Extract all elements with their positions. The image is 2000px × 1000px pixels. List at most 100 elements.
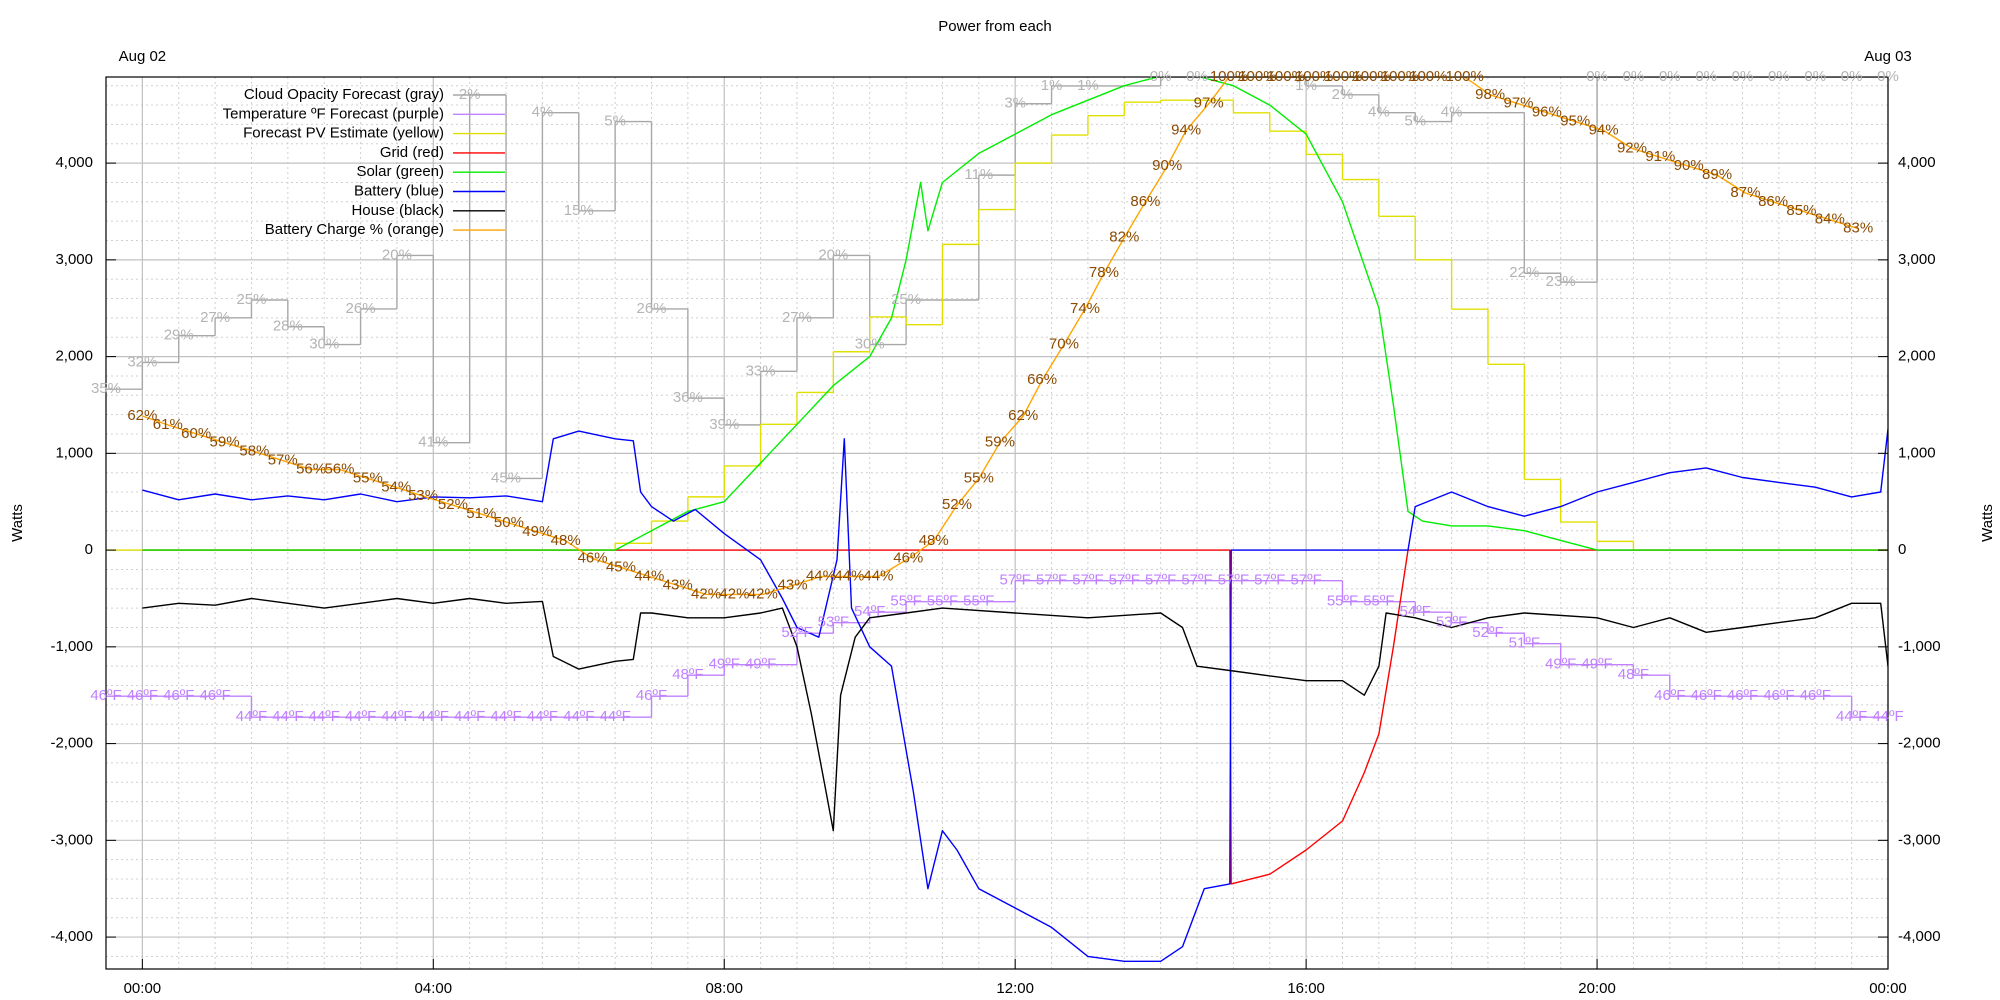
data-label: 52% — [438, 496, 468, 513]
data-label: 44% — [634, 567, 664, 584]
data-label: 4% — [532, 104, 554, 121]
data-label: 55ºF — [1363, 593, 1394, 610]
data-label: 5% — [604, 113, 626, 130]
legend-label: Cloud Opacity Forecast (gray) — [244, 86, 444, 103]
y2-tick-label: -2,000 — [1898, 735, 1941, 752]
data-label: 35% — [91, 380, 121, 397]
data-label: 0% — [1841, 68, 1863, 85]
data-label: 86% — [1130, 193, 1160, 210]
data-label: 0% — [1804, 68, 1826, 85]
data-label: 44ºF — [345, 708, 376, 725]
data-label: 49ºF — [1581, 656, 1612, 673]
y2-tick-label: 4,000 — [1898, 154, 1936, 171]
y-tick-label: -1,000 — [50, 638, 93, 655]
y2-tick-label: 3,000 — [1898, 251, 1936, 268]
data-label: 46ºF — [636, 687, 667, 704]
data-label: 0% — [1877, 68, 1899, 85]
data-label: 57ºF — [1036, 572, 1067, 589]
data-label: 42% — [719, 585, 749, 602]
data-label: 55ºF — [963, 593, 994, 610]
data-label: 98% — [1475, 86, 1505, 103]
data-label: 55ºF — [1327, 593, 1358, 610]
data-label: 70% — [1049, 336, 1079, 353]
data-label: 57ºF — [1109, 572, 1140, 589]
data-label: 60% — [181, 425, 211, 442]
data-label: 91% — [1645, 148, 1675, 165]
x2-tick-label: Aug 02 — [119, 48, 167, 65]
data-label: 48ºF — [1618, 666, 1649, 683]
data-label: 32% — [127, 353, 157, 370]
series-line — [142, 77, 1888, 551]
data-label: 90% — [1674, 157, 1704, 174]
data-label: 51ºF — [1509, 635, 1540, 652]
data-label: 4% — [1368, 104, 1390, 121]
data-label: 46ºF — [127, 687, 158, 704]
data-label: 44ºF — [490, 708, 521, 725]
y-tick-label: -3,000 — [50, 831, 93, 848]
data-label: 43% — [778, 576, 808, 593]
data-label: 59% — [210, 434, 240, 451]
data-label: 5% — [1404, 113, 1426, 130]
data-label: 66% — [1027, 371, 1057, 388]
data-label: 44ºF — [309, 708, 340, 725]
legend-label: Battery (blue) — [354, 182, 444, 199]
data-label: 30% — [309, 336, 339, 353]
data-label: 61% — [153, 416, 183, 433]
data-label: 44% — [863, 567, 893, 584]
data-label: 56% — [296, 460, 326, 477]
data-label: 54ºF — [1400, 603, 1431, 620]
data-label: 33% — [746, 362, 776, 379]
data-label: 89% — [1702, 166, 1732, 183]
y-tick-label: 4,000 — [55, 154, 93, 171]
data-label: 57ºF — [1181, 572, 1212, 589]
data-label: 2% — [1332, 86, 1354, 103]
data-label: 0% — [1186, 68, 1208, 85]
data-label: 95% — [1560, 113, 1590, 130]
data-label: 26% — [636, 300, 666, 317]
data-label: 15% — [564, 202, 594, 219]
data-label: 4% — [1441, 104, 1463, 121]
data-label: 27% — [782, 309, 812, 326]
data-label: 27% — [200, 309, 230, 326]
data-label: 45% — [606, 559, 636, 576]
data-label: 83% — [1843, 220, 1873, 237]
data-label: 57ºF — [1290, 572, 1321, 589]
y2-tick-label: 1,000 — [1898, 444, 1936, 461]
x2-tick-label: Aug 03 — [1864, 48, 1912, 65]
plot-lines — [106, 77, 1888, 962]
data-label: 82% — [1109, 229, 1139, 246]
data-label: 44% — [806, 567, 836, 584]
data-label: 39% — [709, 416, 739, 433]
data-label: 97% — [1194, 95, 1224, 112]
data-label: 55% — [353, 469, 383, 486]
data-label: 96% — [1532, 104, 1562, 121]
y-tick-label: 3,000 — [55, 251, 93, 268]
legend-label: Battery Charge % (orange) — [265, 221, 444, 238]
data-label: 11% — [964, 166, 993, 183]
data-label: 54ºF — [854, 603, 885, 620]
chart-title: Power from each — [938, 18, 1051, 35]
data-label: 78% — [1089, 264, 1119, 281]
data-label: 25% — [891, 291, 921, 308]
data-label: 86% — [1758, 193, 1788, 210]
data-label: 28% — [273, 318, 303, 335]
data-label: 53% — [408, 487, 438, 504]
data-label: 0% — [1732, 68, 1754, 85]
series-line — [142, 429, 1888, 962]
data-label: 52% — [942, 496, 972, 513]
data-label: 41% — [418, 434, 448, 451]
y2-axis-label: Watts — [1979, 504, 1996, 542]
data-label: 44ºF — [454, 708, 485, 725]
data-label: 48% — [919, 532, 949, 549]
data-label: 100% — [1324, 68, 1362, 85]
data-label: 90% — [1152, 157, 1182, 174]
data-label: 36% — [673, 389, 703, 406]
data-label: 49ºF — [1545, 656, 1576, 673]
data-label: 23% — [1546, 273, 1576, 290]
data-label: 1% — [1041, 77, 1063, 94]
data-label: 44% — [834, 567, 864, 584]
data-label: 46ºF — [163, 687, 194, 704]
data-label: 49ºF — [745, 656, 776, 673]
